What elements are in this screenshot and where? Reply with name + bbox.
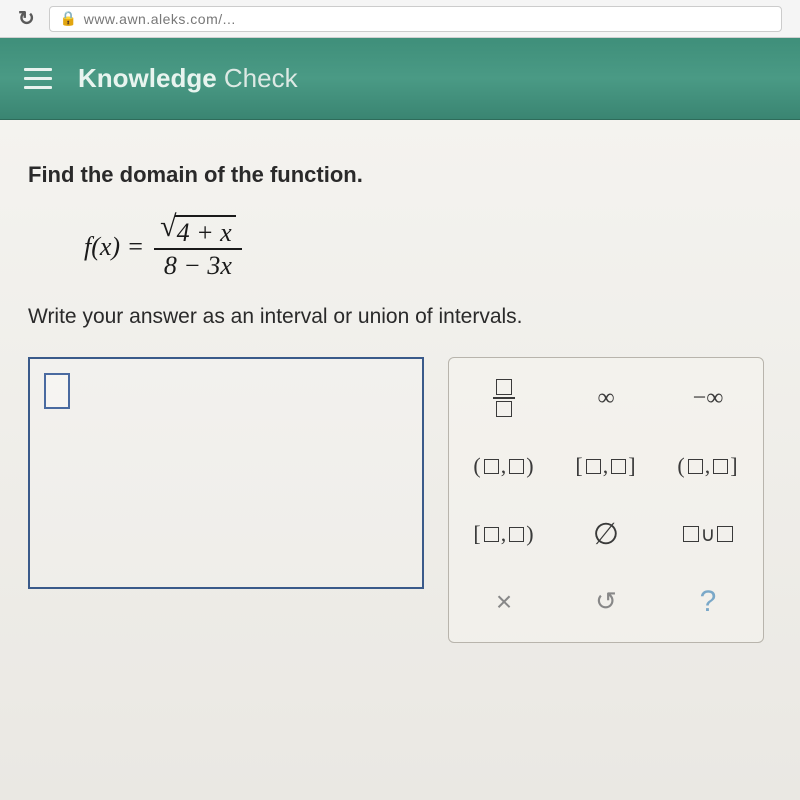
key-union[interactable]: ∪ bbox=[659, 502, 757, 566]
denominator: 8 − 3x bbox=[158, 250, 238, 281]
key-neg-infinity[interactable]: −∞ bbox=[659, 366, 757, 430]
math-keypad: ∞ −∞ (,) [,] (,] [,) ∅ ∪ × ↺ ? bbox=[448, 357, 764, 643]
hamburger-menu-icon[interactable] bbox=[24, 68, 52, 89]
formula-fraction: √ 4 + x 8 − 3x bbox=[154, 212, 242, 281]
url-bar[interactable]: 🔒 www.awn.aleks.com/... bbox=[49, 6, 782, 32]
answer-placeholder-box[interactable] bbox=[44, 373, 70, 409]
key-closed-closed-interval[interactable]: [,] bbox=[557, 434, 655, 498]
key-closed-open-interval[interactable]: [,) bbox=[455, 502, 553, 566]
url-text: www.awn.aleks.com/... bbox=[84, 11, 236, 27]
square-root: √ 4 + x bbox=[160, 215, 236, 248]
sub-instruction-text: Write your answer as an interval or unio… bbox=[28, 305, 772, 329]
app-header: Knowledge Check bbox=[0, 38, 800, 120]
key-clear[interactable]: × bbox=[455, 570, 553, 634]
page-title: Knowledge Check bbox=[78, 63, 298, 94]
instruction-text: Find the domain of the function. bbox=[28, 162, 772, 188]
function-formula: f(x) = √ 4 + x 8 − 3x bbox=[84, 212, 772, 281]
key-empty-set[interactable]: ∅ bbox=[557, 502, 655, 566]
key-open-closed-interval[interactable]: (,] bbox=[659, 434, 757, 498]
key-fraction[interactable] bbox=[455, 366, 553, 430]
browser-toolbar: ↻ 🔒 www.awn.aleks.com/... bbox=[0, 0, 800, 38]
key-infinity[interactable]: ∞ bbox=[557, 366, 655, 430]
key-undo[interactable]: ↺ bbox=[557, 570, 655, 634]
key-help[interactable]: ? bbox=[659, 570, 757, 634]
work-area: ∞ −∞ (,) [,] (,] [,) ∅ ∪ × ↺ ? bbox=[28, 357, 772, 643]
formula-lhs: f(x) = bbox=[84, 232, 144, 262]
lock-icon: 🔒 bbox=[60, 10, 78, 27]
reload-icon[interactable]: ↻ bbox=[18, 6, 35, 31]
answer-input-area[interactable] bbox=[28, 357, 424, 589]
key-open-open-interval[interactable]: (,) bbox=[455, 434, 553, 498]
problem-content: Find the domain of the function. f(x) = … bbox=[0, 120, 800, 800]
